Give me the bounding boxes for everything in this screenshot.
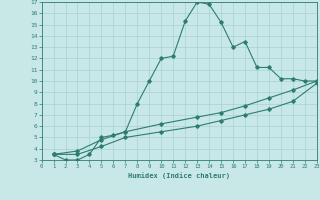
X-axis label: Humidex (Indice chaleur): Humidex (Indice chaleur) — [128, 172, 230, 179]
